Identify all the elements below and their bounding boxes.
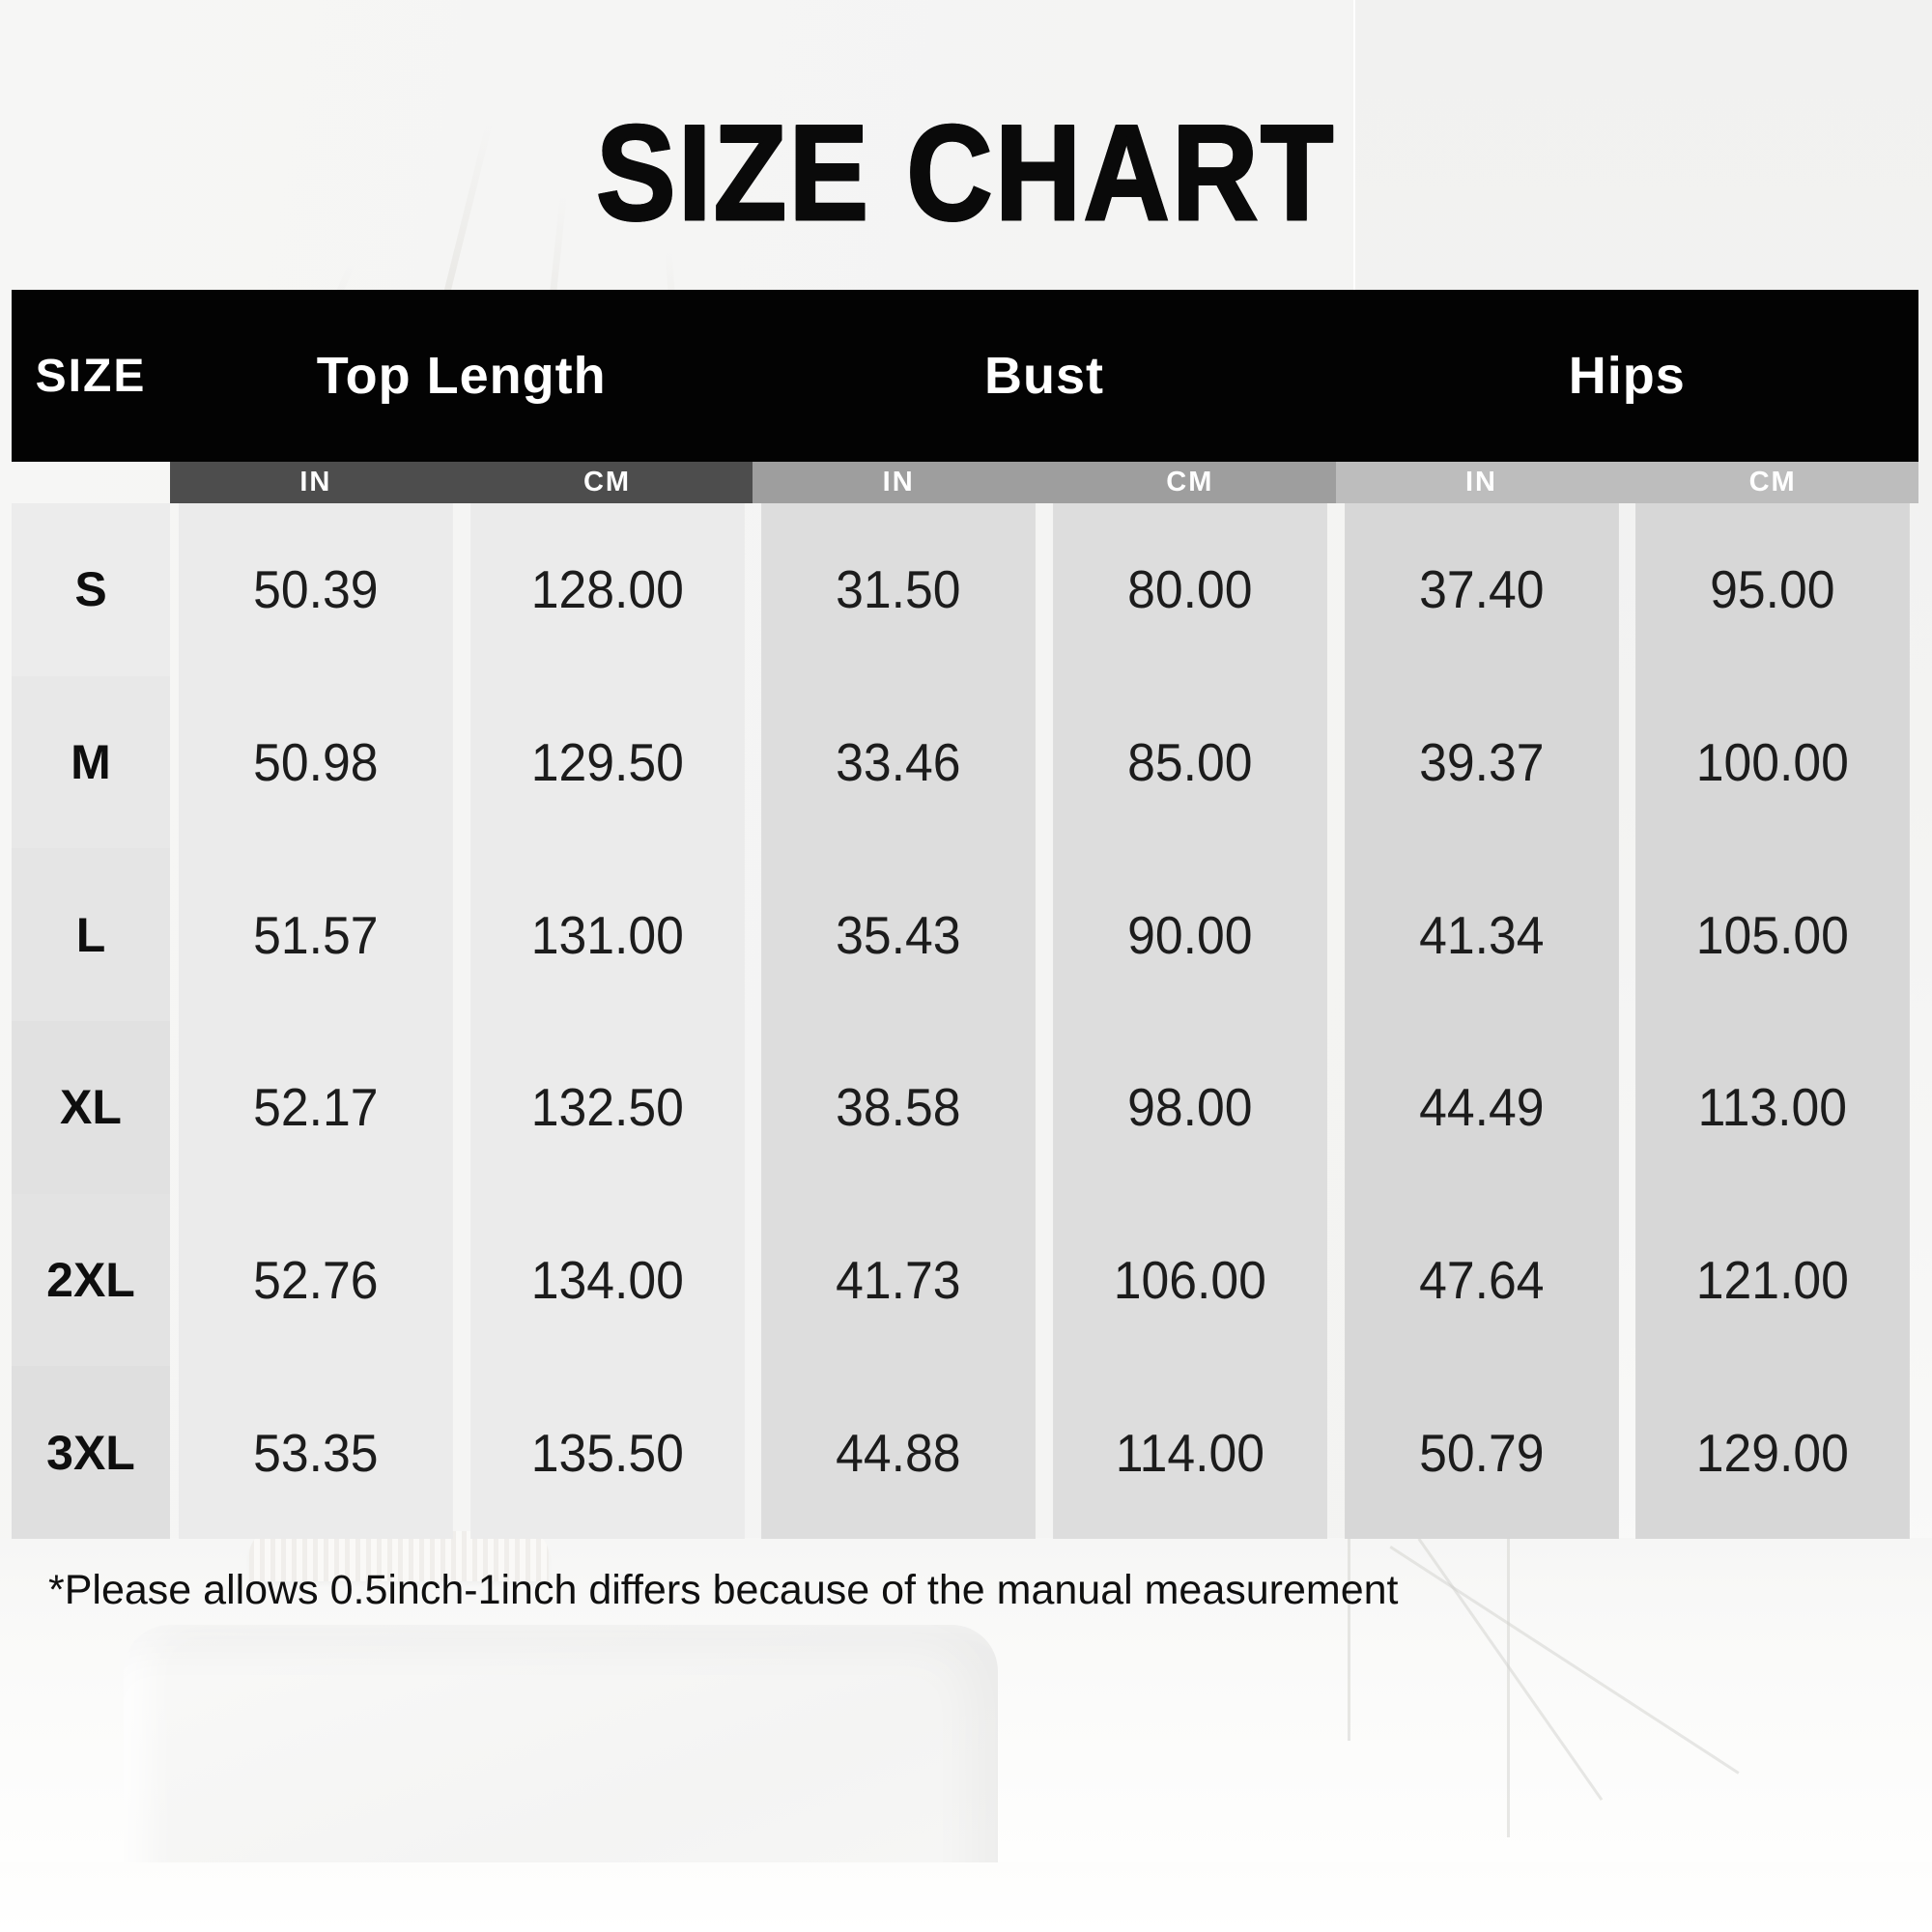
- value-cell: 106.00: [1053, 1193, 1327, 1367]
- value-cell: 47.64: [1344, 1193, 1619, 1367]
- value-cell: 51.57: [179, 848, 453, 1022]
- value-cell: 129.00: [1635, 1366, 1910, 1540]
- size-cell: M: [12, 675, 170, 849]
- unit-header-top-length-cm: CM: [461, 462, 753, 503]
- value-cell: 113.00: [1635, 1021, 1910, 1194]
- value-cell: 50.39: [179, 503, 453, 676]
- size-cell: 3XL: [12, 1366, 170, 1540]
- table-row: 3XL 53.35 135.50 44.88 114.00 50.79 129.…: [12, 1366, 1918, 1540]
- value-cell: 44.49: [1344, 1021, 1619, 1194]
- value-cell: 131.00: [469, 848, 745, 1022]
- size-cell: S: [12, 503, 170, 676]
- page-title: SIZE CHART: [595, 96, 1336, 250]
- value-cell: 33.46: [761, 675, 1036, 849]
- table-row: 2XL 52.76 134.00 41.73 106.00 47.64 121.…: [12, 1193, 1918, 1367]
- value-cell: 128.00: [469, 503, 745, 676]
- group-header-bust: Bust: [983, 347, 1104, 405]
- value-cell: 85.00: [1053, 675, 1327, 849]
- unit-header-hips-cm: CM: [1627, 462, 1918, 503]
- value-cell: 95.00: [1635, 503, 1910, 676]
- value-cell: 35.43: [761, 848, 1036, 1022]
- size-cell: L: [12, 848, 170, 1022]
- value-cell: 100.00: [1635, 675, 1910, 849]
- value-cell: 41.73: [761, 1193, 1036, 1367]
- table-header: SIZE Top Length Bust Hips: [12, 290, 1918, 462]
- value-cell: 98.00: [1053, 1021, 1327, 1194]
- table-row: L 51.57 131.00 35.43 90.00 41.34 105.00: [12, 848, 1918, 1022]
- background-basket: [249, 1531, 549, 1581]
- value-cell: 39.37: [1344, 675, 1619, 849]
- background-chair-outline: [1507, 1538, 1510, 1837]
- value-cell: 31.50: [761, 503, 1036, 676]
- value-cell: 132.50: [469, 1021, 745, 1194]
- size-table: SIZE Top Length Bust Hips IN CM IN CM IN…: [12, 290, 1918, 1540]
- unit-header-top-length-in: IN: [170, 462, 462, 503]
- measurement-note: *Please allows 0.5inch-1inch differs bec…: [48, 1567, 1399, 1613]
- unit-header-bust-cm: CM: [1043, 462, 1336, 503]
- group-header-hips: Hips: [1568, 347, 1686, 405]
- size-column-header: SIZE: [35, 350, 147, 402]
- unit-header-bust-in: IN: [753, 462, 1044, 503]
- value-cell: 114.00: [1053, 1366, 1327, 1540]
- size-cell: XL: [12, 1021, 170, 1194]
- table-row: XL 52.17 132.50 38.58 98.00 44.49 113.00: [12, 1021, 1918, 1194]
- value-cell: 50.79: [1344, 1366, 1619, 1540]
- value-cell: 135.50: [469, 1366, 745, 1540]
- background-sill: [0, 1862, 1932, 1932]
- value-cell: 37.40: [1344, 503, 1619, 676]
- size-cell: 2XL: [12, 1193, 170, 1367]
- value-cell: 53.35: [179, 1366, 453, 1540]
- table-row: M 50.98 129.50 33.46 85.00 39.37 100.00: [12, 675, 1918, 849]
- value-cell: 121.00: [1635, 1193, 1910, 1367]
- group-header-top-length: Top Length: [316, 347, 607, 405]
- value-cell: 50.98: [179, 675, 453, 849]
- value-cell: 38.58: [761, 1021, 1036, 1194]
- value-cell: 44.88: [761, 1366, 1036, 1540]
- value-cell: 105.00: [1635, 848, 1910, 1022]
- unit-header-spacer: [12, 462, 170, 503]
- value-cell: 90.00: [1053, 848, 1327, 1022]
- background-chair-outline: [1348, 1538, 1350, 1741]
- unit-header-row: IN CM IN CM IN CM: [12, 462, 1918, 503]
- value-cell: 80.00: [1053, 503, 1327, 676]
- page-title-wrap: SIZE CHART: [0, 95, 1932, 251]
- value-cell: 129.50: [469, 675, 745, 849]
- table-row: S 50.39 128.00 31.50 80.00 37.40 95.00: [12, 503, 1918, 676]
- value-cell: 134.00: [469, 1193, 745, 1367]
- value-cell: 52.17: [179, 1021, 453, 1194]
- value-cell: 41.34: [1344, 848, 1619, 1022]
- value-cell: 52.76: [179, 1193, 453, 1367]
- table-body: S 50.39 128.00 31.50 80.00 37.40 95.00 M…: [12, 503, 1918, 1540]
- unit-header-hips-in: IN: [1335, 462, 1628, 503]
